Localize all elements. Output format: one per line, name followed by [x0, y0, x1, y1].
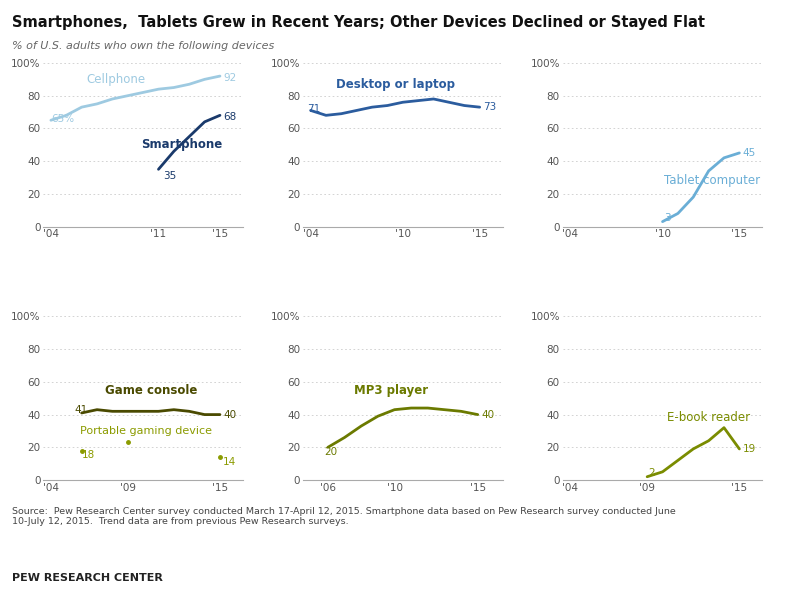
Text: Source:  Pew Research Center survey conducted March 17-April 12, 2015. Smartphon: Source: Pew Research Center survey condu…	[12, 507, 675, 526]
Text: 2: 2	[648, 469, 656, 478]
Text: 40: 40	[223, 410, 236, 419]
Text: 73: 73	[483, 102, 496, 112]
Text: 65%: 65%	[51, 113, 74, 124]
Text: % of U.S. adults who own the following devices: % of U.S. adults who own the following d…	[12, 41, 274, 51]
Text: MP3 player: MP3 player	[354, 383, 428, 397]
Text: Tablet computer: Tablet computer	[663, 174, 760, 187]
Text: Smartphone: Smartphone	[141, 138, 222, 151]
Text: 19: 19	[743, 444, 755, 454]
Text: Desktop or laptop: Desktop or laptop	[336, 78, 454, 91]
Text: Portable gaming device: Portable gaming device	[80, 426, 212, 436]
Text: 45: 45	[743, 148, 755, 158]
Text: 68: 68	[223, 112, 237, 122]
Text: PEW RESEARCH CENTER: PEW RESEARCH CENTER	[12, 573, 163, 583]
Text: 14: 14	[223, 457, 237, 467]
Text: 18: 18	[82, 451, 95, 460]
Text: 35: 35	[163, 171, 176, 181]
Text: 3: 3	[664, 214, 670, 223]
Text: 20: 20	[325, 447, 338, 457]
Text: Cellphone: Cellphone	[86, 73, 145, 86]
Text: E-book reader: E-book reader	[667, 412, 750, 424]
Text: Smartphones,  Tablets Grew in Recent Years; Other Devices Declined or Stayed Fla: Smartphones, Tablets Grew in Recent Year…	[12, 15, 705, 30]
Text: 71: 71	[307, 104, 321, 114]
Text: 40: 40	[481, 410, 494, 419]
Text: Game console: Game console	[105, 383, 197, 397]
Text: 92: 92	[223, 73, 237, 83]
Text: 41: 41	[74, 404, 87, 415]
